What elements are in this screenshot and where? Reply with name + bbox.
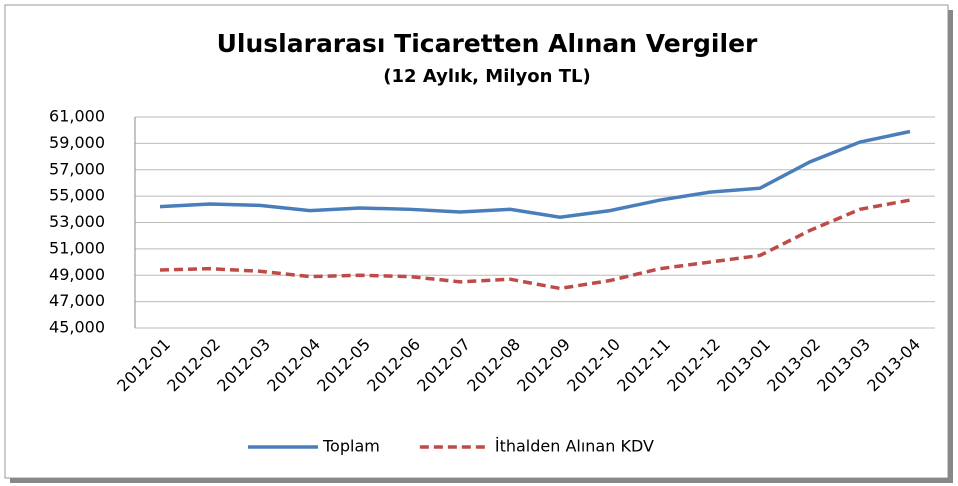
y-tick-label: 49,000 [49,265,105,284]
y-tick-label: 61,000 [49,107,105,126]
y-tick-label: 55,000 [49,186,105,205]
y-tick-label: 53,000 [49,212,105,231]
y-tick-label: 51,000 [49,238,105,257]
legend-label: Toplam [322,437,380,456]
shadow [10,478,953,483]
chart-subtitle: (12 Aylık, Milyon TL) [383,66,590,87]
y-tick-label: 57,000 [49,159,105,178]
shadow [948,10,953,483]
y-tick-label: 59,000 [49,133,105,152]
y-tick-label: 47,000 [49,291,105,310]
series-line [159,198,911,291]
series-line [159,129,911,219]
chart-title: Uluslararası Ticaretten Alınan Vergiler [217,29,758,58]
legend-label: İthalden Alınan KDV [495,437,654,456]
y-tick-label: 45,000 [49,318,105,337]
